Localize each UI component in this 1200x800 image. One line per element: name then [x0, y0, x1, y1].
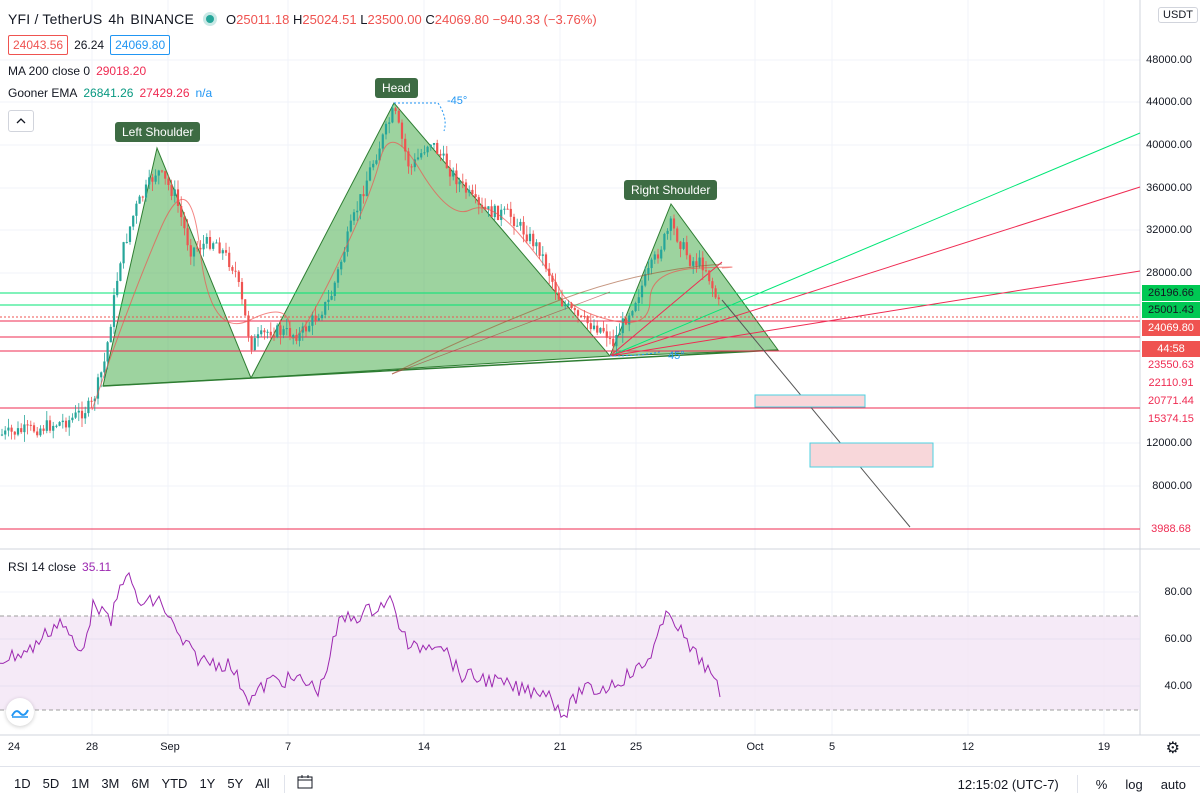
ohlc-values: O25011.18 H25024.51 L23500.00 C24069.80 …: [225, 11, 597, 27]
range-6m-button[interactable]: 6M: [131, 776, 150, 791]
rsi-band: [0, 616, 1140, 710]
toolbar-divider: [1076, 775, 1078, 793]
time-tick: 5: [828, 741, 836, 753]
projection-line: [721, 299, 911, 528]
price-tick: 44000.00: [1146, 96, 1192, 108]
time-tick: Oct: [746, 741, 764, 753]
calendar-range-icon[interactable]: [297, 775, 313, 792]
rsi-tick: 60.00: [1164, 633, 1192, 645]
angle-arc-head: [394, 102, 446, 132]
head-triangle: [250, 102, 612, 379]
toolbar-divider: [283, 774, 285, 793]
buy-price-button[interactable]: 24069.80: [110, 35, 171, 55]
rsi-tick: 40.00: [1164, 680, 1192, 692]
level-lines[interactable]: [0, 292, 1140, 530]
bar-countdown-tag: 44:58: [1142, 341, 1200, 357]
price-tag-green-1[interactable]: 26196.66: [1142, 285, 1200, 301]
candlestick-series: [0, 104, 720, 442]
gooner-ema-legend[interactable]: Gooner EMA 26841.26 27429.26 n/a: [8, 86, 213, 100]
time-tick: 14: [417, 741, 431, 753]
range-3m-button[interactable]: 3M: [101, 776, 120, 791]
toolbar-right: 12:15:02 (UTC-7) % log auto: [958, 767, 1186, 800]
right-shoulder-label[interactable]: Right Shoulder: [624, 180, 718, 200]
gear-icon[interactable]: ⚙: [1165, 740, 1180, 757]
auto-scale-toggle[interactable]: auto: [1160, 776, 1186, 792]
spread-value: 26.24: [74, 38, 105, 52]
range-1y-button[interactable]: 1Y: [199, 776, 216, 791]
time-tick: 19: [1097, 741, 1111, 753]
rsi-line: [0, 571, 721, 719]
time-tick: 25: [629, 741, 643, 753]
percent-scale-toggle[interactable]: %: [1095, 776, 1108, 792]
sell-price-button[interactable]: 24043.56: [8, 35, 69, 55]
fan-lines[interactable]: [391, 132, 1141, 528]
target-box-2[interactable]: [809, 442, 934, 468]
angle-arc-rs: [609, 351, 661, 357]
angle-label-rs: 45°: [668, 350, 685, 362]
price-tag-red-1[interactable]: 23550.63: [1142, 357, 1200, 373]
price-tag-green-2[interactable]: 25001.43: [1142, 302, 1200, 318]
price-tag-red-5[interactable]: 3988.68: [1142, 521, 1200, 537]
rsi-tick: 80.00: [1164, 586, 1192, 598]
price-tag-red-3[interactable]: 20771.44: [1142, 393, 1200, 409]
clock-display[interactable]: 12:15:02 (UTC-7): [957, 776, 1059, 792]
current-price-tag[interactable]: 24069.80: [1142, 320, 1200, 336]
right-shoulder-triangle: [609, 202, 779, 357]
time-tick: 12: [961, 741, 975, 753]
symbol-name[interactable]: YFI / TetherUS: [8, 11, 103, 27]
range-1m-button[interactable]: 1M: [71, 776, 90, 791]
rsi-legend[interactable]: RSI 14 close 35.11: [8, 560, 112, 574]
price-tick: 36000.00: [1146, 182, 1192, 194]
range-ytd-button[interactable]: YTD: [161, 776, 188, 791]
interval[interactable]: 4h: [108, 11, 125, 27]
chevron-up-icon[interactable]: [8, 110, 34, 132]
left-shoulder-label[interactable]: Left Shoulder: [115, 122, 201, 142]
price-tick: 32000.00: [1146, 224, 1192, 236]
price-tick: 40000.00: [1146, 139, 1192, 151]
currency-badge[interactable]: USDT: [1158, 7, 1198, 23]
bottom-toolbar: 1D 5D 1M 3M 6M YTD 1Y 5Y All 12:15:02 (U…: [0, 766, 1200, 800]
ma200-legend[interactable]: MA 200 close 0 29018.20: [8, 64, 147, 78]
range-all-button[interactable]: All: [255, 776, 270, 791]
range-5y-button[interactable]: 5Y: [227, 776, 244, 791]
time-tick: 24: [7, 741, 21, 753]
chart-legend: YFI / TetherUS 4h BINANCE O25011.18 H250…: [8, 8, 597, 132]
gooner-ema-line: [91, 141, 733, 411]
range-1d-button[interactable]: 1D: [14, 776, 31, 791]
ma200-line: [391, 263, 723, 375]
time-tick: Sep: [160, 741, 180, 753]
price-tag-red-2[interactable]: 22110.91: [1142, 375, 1200, 391]
time-tick: 21: [553, 741, 567, 753]
market-status-icon: [205, 15, 214, 23]
angle-label-head: -45°: [447, 95, 468, 107]
log-scale-toggle[interactable]: log: [1125, 776, 1143, 792]
range-5d-button[interactable]: 5D: [42, 776, 60, 791]
time-tick: 7: [284, 741, 292, 753]
exchange: BINANCE: [130, 11, 194, 27]
tradingview-logo-icon[interactable]: [6, 698, 34, 726]
price-tick: 8000.00: [1152, 480, 1192, 492]
price-tick: 12000.00: [1146, 437, 1192, 449]
price-tick: 28000.00: [1146, 267, 1192, 279]
price-tag-red-4[interactable]: 15374.15: [1142, 411, 1200, 427]
time-tick: 28: [85, 741, 99, 753]
head-label[interactable]: Head: [375, 78, 418, 98]
price-tick: 48000.00: [1146, 54, 1192, 66]
target-box-1[interactable]: [754, 394, 866, 408]
neckline[interactable]: [102, 349, 779, 387]
